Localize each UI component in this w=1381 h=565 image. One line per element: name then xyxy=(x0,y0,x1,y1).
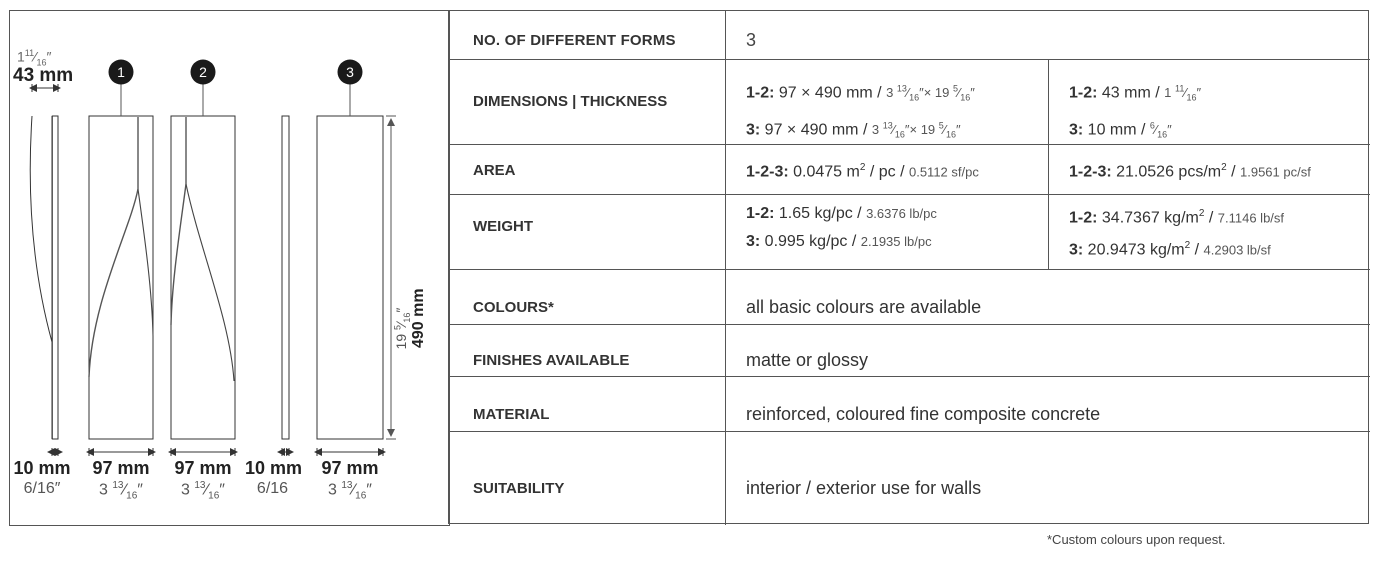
svg-text:2: 2 xyxy=(199,64,207,80)
svg-text:3: 3 xyxy=(346,64,354,80)
svg-text:1: 1 xyxy=(117,64,125,80)
